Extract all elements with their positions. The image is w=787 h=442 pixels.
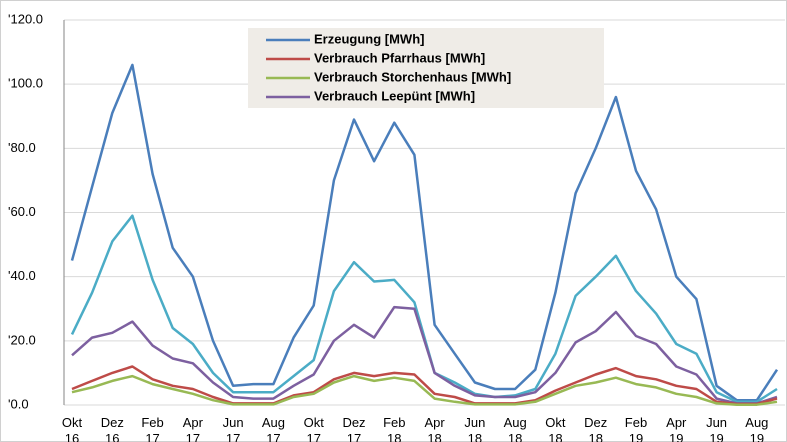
x-tick-label: Apr 18: [424, 415, 445, 442]
legend-box: [248, 28, 604, 108]
y-tick-label: '20.0: [8, 332, 36, 347]
x-tick-label: Jun 17: [223, 415, 244, 442]
lines: [70, 63, 779, 406]
legend-label: Verbrauch Pfarrhaus [MWh]: [314, 50, 485, 65]
series-line: [70, 63, 779, 402]
series-line: [71, 305, 778, 405]
x-tick-label: Apr 19: [666, 415, 687, 442]
x-tick-label: Aug 19: [745, 415, 768, 442]
x-tick-label: Okt 18: [545, 415, 566, 442]
y-tick-label: '0.0: [8, 396, 29, 411]
y-tick-label: '40.0: [8, 268, 36, 283]
x-tick-label: Okt 16: [62, 415, 83, 442]
x-tick-label: Dez 17: [342, 415, 365, 442]
axes: '0.0 '20.0 '40.0 '60.0 '80.0 '100.0 '120.0 Okt 1…: [8, 11, 768, 442]
y-tick-label: '100.0: [8, 76, 43, 91]
x-tick-label: Jun 18: [464, 415, 485, 442]
y-tick-label: '60.0: [8, 204, 36, 219]
legend-label: Erzeugung [MWh]: [314, 31, 424, 46]
x-tick-label: Aug 18: [504, 415, 527, 442]
x-tick-label: Jun 19: [706, 415, 727, 442]
x-tick-label: Apr 17: [183, 415, 204, 442]
series-line: [71, 374, 778, 406]
series-line: [71, 365, 778, 406]
x-tick-label: Okt 17: [304, 415, 325, 442]
x-tick-label: Feb 17: [141, 415, 163, 442]
legend: Erzeugung [MWh] Verbrauch Pfarrhaus [MWh]…: [266, 31, 511, 103]
x-tick-label: Feb 19: [625, 415, 647, 442]
y-tick-label: '80.0: [8, 140, 36, 155]
x-tick-label: Feb 18: [383, 415, 405, 442]
legend-label: Verbrauch Leepünt [MWh]: [314, 88, 475, 103]
y-tick-label: '120.0: [8, 11, 43, 26]
legend-label: Verbrauch Storchenhaus [MWh]: [314, 69, 511, 84]
x-tick-label: Dez 18: [584, 415, 607, 442]
x-tick-label: Aug 17: [262, 415, 285, 442]
x-tick-label: Dez 16: [101, 415, 124, 442]
